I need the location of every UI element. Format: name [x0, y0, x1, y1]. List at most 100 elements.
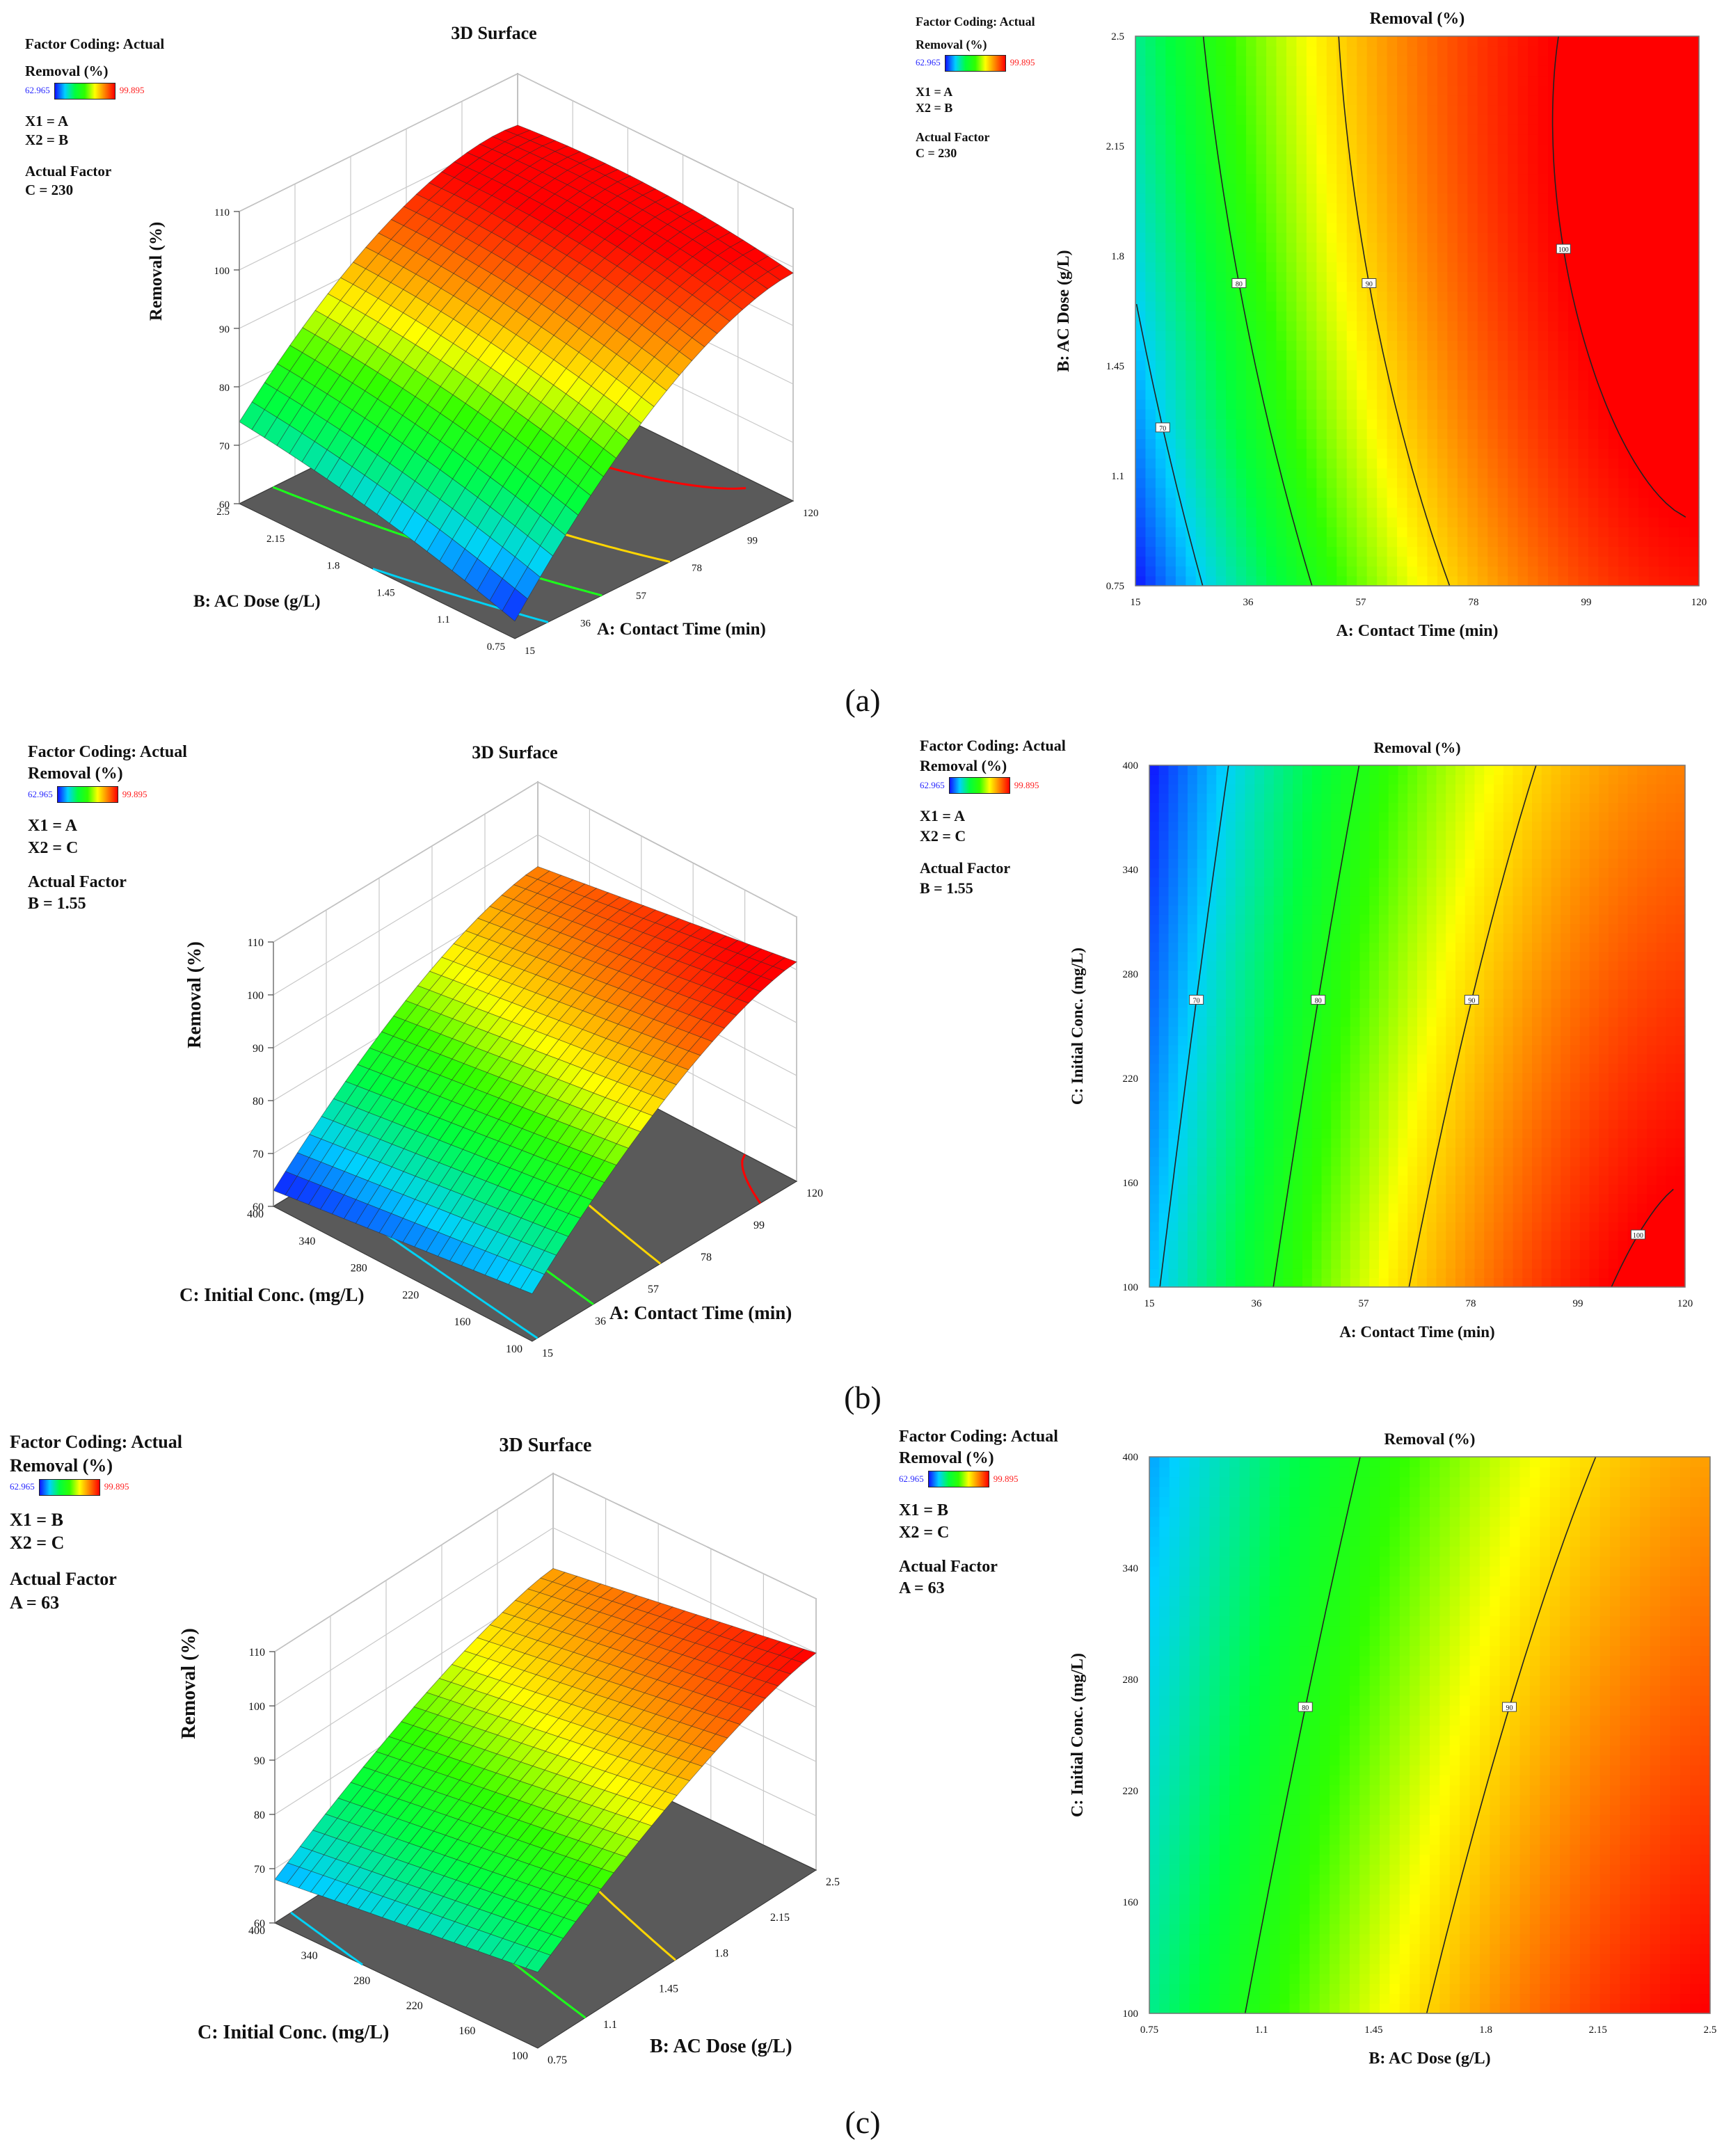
- contour-cell: [1226, 998, 1236, 1008]
- contour-cell: [1245, 1231, 1255, 1241]
- contour-cell: [1236, 144, 1247, 154]
- contour-cell: [1618, 566, 1629, 577]
- contour-cell: [1286, 114, 1298, 125]
- contour-cell: [1588, 124, 1599, 135]
- contour-cell: [1149, 1054, 1160, 1064]
- contour-cell: [1417, 252, 1428, 263]
- contour-cell: [1168, 1110, 1179, 1120]
- contour-cell: [1178, 1091, 1188, 1101]
- contour-cell: [1145, 173, 1156, 184]
- contour-cell: [1155, 311, 1166, 321]
- contour-cell: [1387, 566, 1398, 577]
- contour-cell: [1517, 321, 1529, 331]
- contour-cell: [1264, 1194, 1275, 1204]
- contour-cell: [1457, 154, 1468, 164]
- contour-cell: [1286, 163, 1298, 175]
- contour-cell: [1578, 193, 1589, 204]
- contour-cell: [1578, 262, 1589, 273]
- contour-cell: [1578, 429, 1589, 439]
- contour-cell: [1437, 212, 1448, 223]
- contour-cell: [1538, 75, 1549, 86]
- contour-cell: [1608, 252, 1619, 263]
- contour-cell: [1165, 163, 1176, 175]
- contour-cell: [1266, 321, 1277, 331]
- contour-cell: [1155, 212, 1166, 223]
- contour-cell: [1158, 923, 1170, 934]
- contour-cell: [1215, 350, 1227, 361]
- floor-contour-100: [741, 1153, 762, 1204]
- contour-cell: [1235, 1222, 1246, 1232]
- contour-cell: [1457, 487, 1468, 498]
- contour-cell: [1618, 95, 1629, 106]
- contour-cell: [1216, 1119, 1227, 1129]
- contour-cell: [1648, 95, 1659, 106]
- contour-cell: [1206, 923, 1217, 934]
- contour-cell: [1165, 311, 1176, 321]
- contour-cell: [1178, 998, 1188, 1008]
- contour-cell: [1226, 46, 1237, 56]
- contour-cell: [1357, 311, 1368, 321]
- contour-cell: [1659, 340, 1670, 351]
- contour-cell: [1447, 223, 1458, 233]
- contour-cell: [1437, 301, 1448, 312]
- contour-cell: [1195, 46, 1206, 56]
- contour-cell: [1165, 242, 1176, 253]
- contour-cell: [1186, 438, 1197, 449]
- contour-cell: [1226, 389, 1237, 400]
- contour-cell: [1467, 399, 1478, 410]
- contour-cell: [1417, 75, 1428, 86]
- contour-cell: [1235, 1231, 1246, 1241]
- contour-cell: [1215, 202, 1227, 214]
- contour-cell: [1145, 212, 1156, 223]
- contour-cell: [1668, 536, 1679, 548]
- contour-cell: [1608, 556, 1619, 567]
- contour-cell: [1256, 262, 1267, 273]
- contour-cell: [1226, 291, 1237, 302]
- contour-cell: [1226, 877, 1236, 887]
- contour-cell: [1235, 1194, 1246, 1204]
- contour-cell: [1165, 134, 1176, 145]
- contour-cell: [1206, 154, 1217, 164]
- contour-cell: [1427, 575, 1438, 586]
- contour-cell: [1528, 75, 1539, 86]
- contour-cell: [1477, 527, 1488, 538]
- contour-cell: [1206, 369, 1217, 381]
- contour-cell: [1638, 379, 1650, 390]
- contour-cell: [1216, 1259, 1227, 1269]
- contour-cell: [1245, 1165, 1255, 1176]
- contour-cell: [1538, 262, 1549, 273]
- contour-cell: [1326, 85, 1337, 96]
- contour-cell: [1245, 1277, 1255, 1288]
- contour-cell: [1158, 1044, 1170, 1055]
- contour-cell: [1246, 281, 1257, 292]
- contour-cell: [1558, 134, 1569, 145]
- contour-cell: [1417, 173, 1428, 184]
- contour-cell: [1286, 46, 1298, 56]
- x-tick-label: 57: [636, 591, 647, 602]
- contour-cell: [1417, 134, 1428, 145]
- contour-cell: [1598, 487, 1609, 498]
- contour-cell: [1477, 173, 1488, 184]
- contour-cell: [1149, 951, 1160, 961]
- contour-cell: [1264, 895, 1275, 906]
- contour-cell: [1427, 262, 1438, 273]
- contour-cell: [1246, 546, 1257, 557]
- contour-cell: [1276, 438, 1287, 449]
- contour-cell: [1235, 849, 1246, 859]
- contour-cell: [1517, 556, 1529, 567]
- contour-cell: [1246, 202, 1257, 214]
- contour-cell: [1178, 980, 1188, 990]
- contour-cell: [1326, 458, 1337, 469]
- contour-cell: [1689, 242, 1700, 253]
- contour-cell: [1558, 487, 1569, 498]
- contour-cell: [1145, 301, 1156, 312]
- contour-cell: [1195, 95, 1206, 106]
- contour-cell: [1618, 281, 1629, 292]
- contour-cell: [1254, 961, 1265, 971]
- contour-cell: [1397, 46, 1408, 56]
- contour-cell: [1226, 85, 1237, 96]
- contour-cell: [1427, 321, 1438, 331]
- contour-cell: [1226, 1137, 1236, 1148]
- contour-cell: [1618, 124, 1629, 135]
- contour-cell: [1659, 271, 1670, 282]
